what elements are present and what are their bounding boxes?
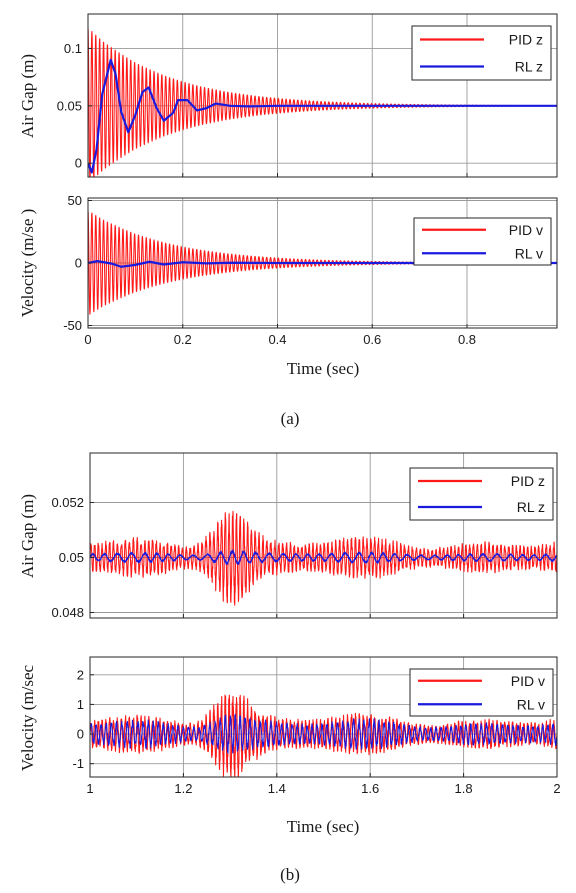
legend-box: [411, 25, 552, 81]
legend-label: PID v: [509, 222, 543, 238]
legend-label: PID z: [509, 32, 543, 48]
legend: PID z RL z: [411, 25, 552, 81]
y-tick-label: 0: [75, 256, 82, 271]
y-tick-label: 0.1: [64, 41, 82, 56]
legend-box: [409, 467, 554, 521]
legend: PID v RL v: [413, 217, 552, 266]
y-tick-label: 0.05: [59, 550, 84, 565]
y-axis-label: Air Gap (m): [18, 494, 37, 578]
plot-frame: [87, 13, 558, 178]
axis-ticks: 0 0.05 0.1: [57, 41, 468, 177]
axis-ticks: 1 1.2 1.4 1.6 1.8 2 -1 0 1 2: [72, 667, 560, 796]
legend-box: [413, 217, 552, 266]
legend-label: PID z: [511, 473, 545, 489]
series-line-rl-v: [90, 713, 557, 754]
y-tick-label: 2: [77, 667, 84, 682]
x-tick-label: 2: [553, 781, 560, 796]
series-line-rl-v: [88, 260, 557, 268]
chart-b-velocity: 1 1.2 1.4 1.6 1.8 2 -1 0 1 2 Velocity (m/sec Time…: [18, 656, 561, 836]
plot-frame: [89, 452, 558, 619]
y-tick-label: 0: [77, 727, 84, 742]
legend-box: [409, 668, 554, 717]
legend-label: RL v: [515, 245, 543, 261]
legend-label: RL z: [517, 499, 545, 515]
series-lines: [90, 694, 557, 777]
x-tick-label: 0.2: [174, 332, 192, 347]
x-tick-label: 1.8: [455, 781, 473, 796]
legend-label: RL v: [517, 696, 545, 712]
legend: PID v RL v: [409, 668, 554, 717]
legend: PID z RL z: [409, 467, 554, 521]
chart-a-air-gap: 0 0.05 0.1 Air Gap (m) PID z RL z: [18, 13, 558, 178]
y-axis-label: Velocity (m/se ): [18, 209, 37, 318]
axis-ticks: 0.048 0.05 0.052: [51, 495, 558, 620]
series-lines: [88, 27, 557, 177]
legend-label: RL z: [515, 59, 543, 75]
y-tick-label: 0.052: [51, 495, 84, 510]
series-lines: [90, 510, 557, 606]
x-tick-label: 0: [84, 332, 91, 347]
y-tick-label: 1: [77, 697, 84, 712]
series-line-pid-z: [90, 510, 557, 606]
y-tick-label: -50: [63, 318, 82, 333]
y-axis-label: Velocity (m/sec: [18, 664, 37, 771]
x-tick-label: 0.8: [458, 332, 476, 347]
caption-b: (b): [280, 865, 300, 884]
plot-frame: [89, 656, 558, 778]
series-line-rl-z: [88, 58, 557, 174]
x-tick-label: 1.6: [361, 781, 379, 796]
series-line-rl-z: [90, 549, 557, 565]
x-tick-label: 1: [86, 781, 93, 796]
chart-b-air-gap: 0.048 0.05 0.052 Air Gap (m) PID z RL z: [18, 452, 558, 620]
caption-a: (a): [281, 409, 300, 428]
y-tick-label: 0.048: [51, 605, 84, 620]
x-tick-label: 1.4: [268, 781, 286, 796]
x-tick-label: 0.4: [268, 332, 286, 347]
x-axis-label: Time (sec): [287, 359, 360, 378]
x-axis-label: Time (sec): [287, 817, 360, 836]
y-tick-label: -1: [72, 756, 84, 771]
x-tick-label: 0.6: [363, 332, 381, 347]
y-tick-label: 50: [68, 193, 82, 208]
x-tick-label: 1.2: [174, 781, 192, 796]
y-tick-label: 0.05: [57, 98, 82, 113]
y-tick-label: 0: [75, 156, 82, 171]
y-axis-label: Air Gap (m): [18, 54, 37, 138]
legend-label: PID v: [511, 673, 545, 689]
